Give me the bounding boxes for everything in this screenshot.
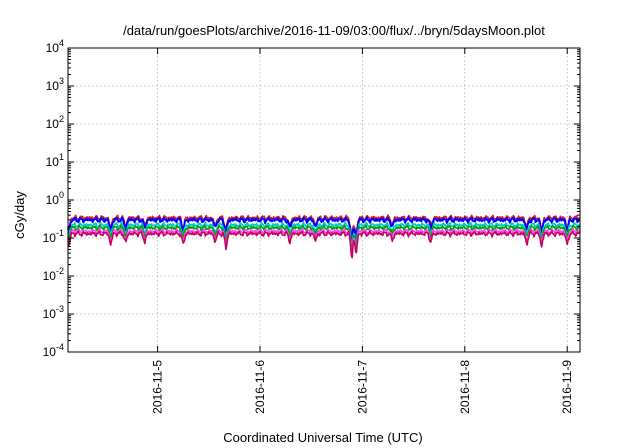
y-tick-label: 100 xyxy=(46,190,64,207)
x-tick-label: 2016-11-7 xyxy=(355,360,369,414)
chart-title: /data/run/goesPlots/archive/2016-11-09/0… xyxy=(123,23,545,38)
x-tick-labels: 2016-11-5 2016-11-6 2016-11-7 2016-11-8 2016… xyxy=(151,360,575,414)
y-tick-labels: 10-4 10-3 10-2 10-1 100 101 102 103 104 xyxy=(43,38,64,359)
x-tick-label: 2016-11-5 xyxy=(151,360,165,414)
y-tick-label: 101 xyxy=(46,152,64,169)
y-tick-label: 10-2 xyxy=(43,266,64,283)
series-line xyxy=(67,221,581,247)
series-line xyxy=(67,230,581,259)
series-line xyxy=(67,216,581,243)
y-tick-label: 103 xyxy=(46,76,64,93)
y-tick-label: 102 xyxy=(46,114,64,131)
x-axis-label: Coordinated Universal Time (UTC) xyxy=(223,430,422,445)
x-tick-label: 2016-11-6 xyxy=(253,360,267,414)
grid xyxy=(68,48,580,352)
x-tick-label: 2016-11-9 xyxy=(560,360,574,414)
series-lines xyxy=(67,214,581,259)
axis-ticks xyxy=(68,47,580,353)
x-tick-label: 2016-11-8 xyxy=(458,360,472,414)
y-tick-label: 104 xyxy=(46,38,64,55)
series-line xyxy=(67,224,581,250)
y-tick-label: 10-4 xyxy=(43,342,64,359)
y-axis-label: cGy/day xyxy=(12,191,27,239)
y-tick-label: 10-1 xyxy=(43,228,64,245)
y-tick-label: 10-3 xyxy=(43,304,64,321)
